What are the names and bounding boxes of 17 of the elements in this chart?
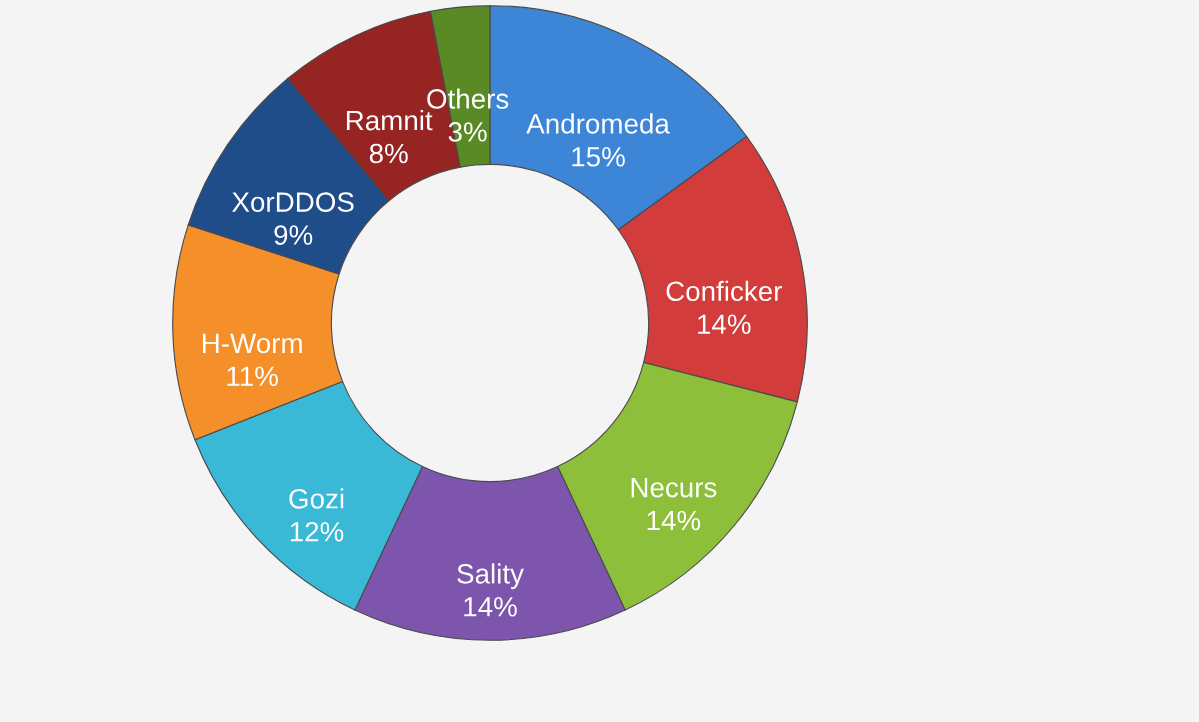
data-label: 12% — [290, 521, 344, 542]
slice-label: Sality — [457, 563, 524, 590]
slice-label: Conficker — [666, 280, 782, 302]
data-label: 8% — [369, 143, 408, 164]
slice-label: Necurs — [631, 478, 717, 498]
data-label: 14% — [647, 510, 701, 531]
data-label: 9% — [274, 225, 313, 245]
slice-label: H-Worm — [202, 333, 302, 354]
data-label: 11% — [227, 366, 278, 387]
data-label: 14% — [698, 314, 751, 334]
data-label: 14% — [464, 597, 517, 617]
slice-label: Andromeda — [526, 113, 670, 134]
data-label: 3% — [448, 122, 487, 142]
slice-label: XorDDOS — [232, 192, 354, 212]
slice-label: Gozi — [289, 488, 344, 509]
slice-label: Ramnit — [346, 109, 433, 131]
data-label: 15% — [572, 147, 625, 167]
